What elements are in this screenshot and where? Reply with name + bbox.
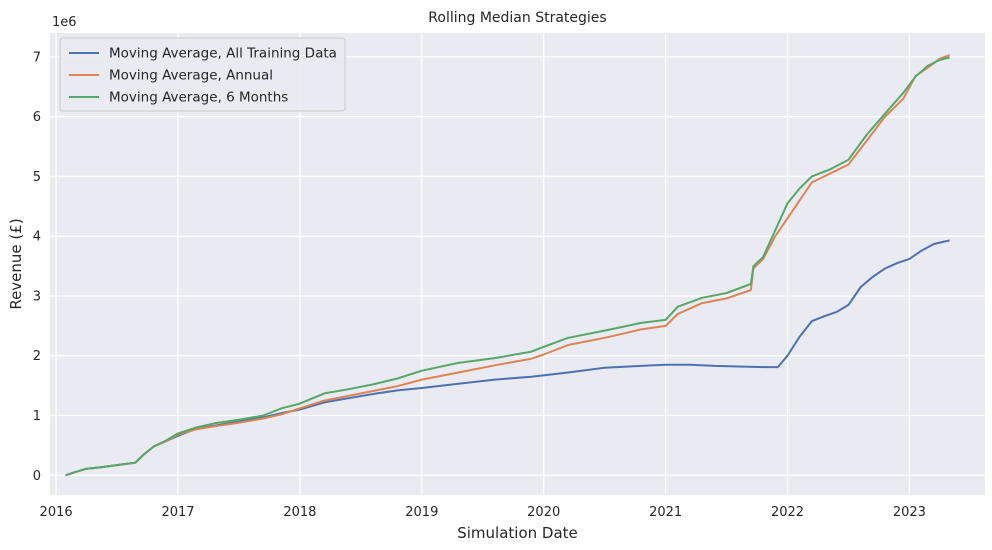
legend-frame [59,37,346,112]
x-tick-label: 2018 [283,505,316,520]
y-tick-label: 1 [33,409,41,424]
x-tick-label: 2017 [161,505,194,520]
y-axis-offset-label: 1e6 [52,15,77,30]
y-tick-label: 6 [33,110,41,125]
x-tick-label: 2021 [649,505,682,520]
x-tick-label: 2016 [40,505,73,520]
y-tick-label: 2 [33,349,41,364]
legend-entry: Moving Average, 6 Months [109,90,288,106]
x-tick-label: 2023 [893,505,926,520]
legend-entry: Moving Average, Annual [109,68,273,84]
y-tick-label: 4 [33,230,41,245]
chart-title: Rolling Median Strategies [428,10,606,26]
x-tick-label: 2022 [771,505,804,520]
series-line [65,56,950,477]
y-tick-label: 3 [33,289,41,304]
x-tick-label: 2020 [527,505,560,520]
series-lines [65,54,950,477]
y-tick-label: 7 [33,50,41,65]
x-axis-label: Simulation Date [457,524,578,542]
legend: Moving Average, All Training Data Moving … [59,37,346,112]
legend-entry: Moving Average, All Training Data [109,46,337,62]
x-tick-label: 2019 [405,505,438,520]
tick-labels: 2016 2017 2018 2019 2020 2021 2022 2023 0 1 2 3 4 5 6 7 [33,50,926,520]
y-axis-label: Revenue (£) [7,218,25,309]
y-tick-label: 0 [33,469,41,484]
y-tick-label: 5 [33,170,41,185]
